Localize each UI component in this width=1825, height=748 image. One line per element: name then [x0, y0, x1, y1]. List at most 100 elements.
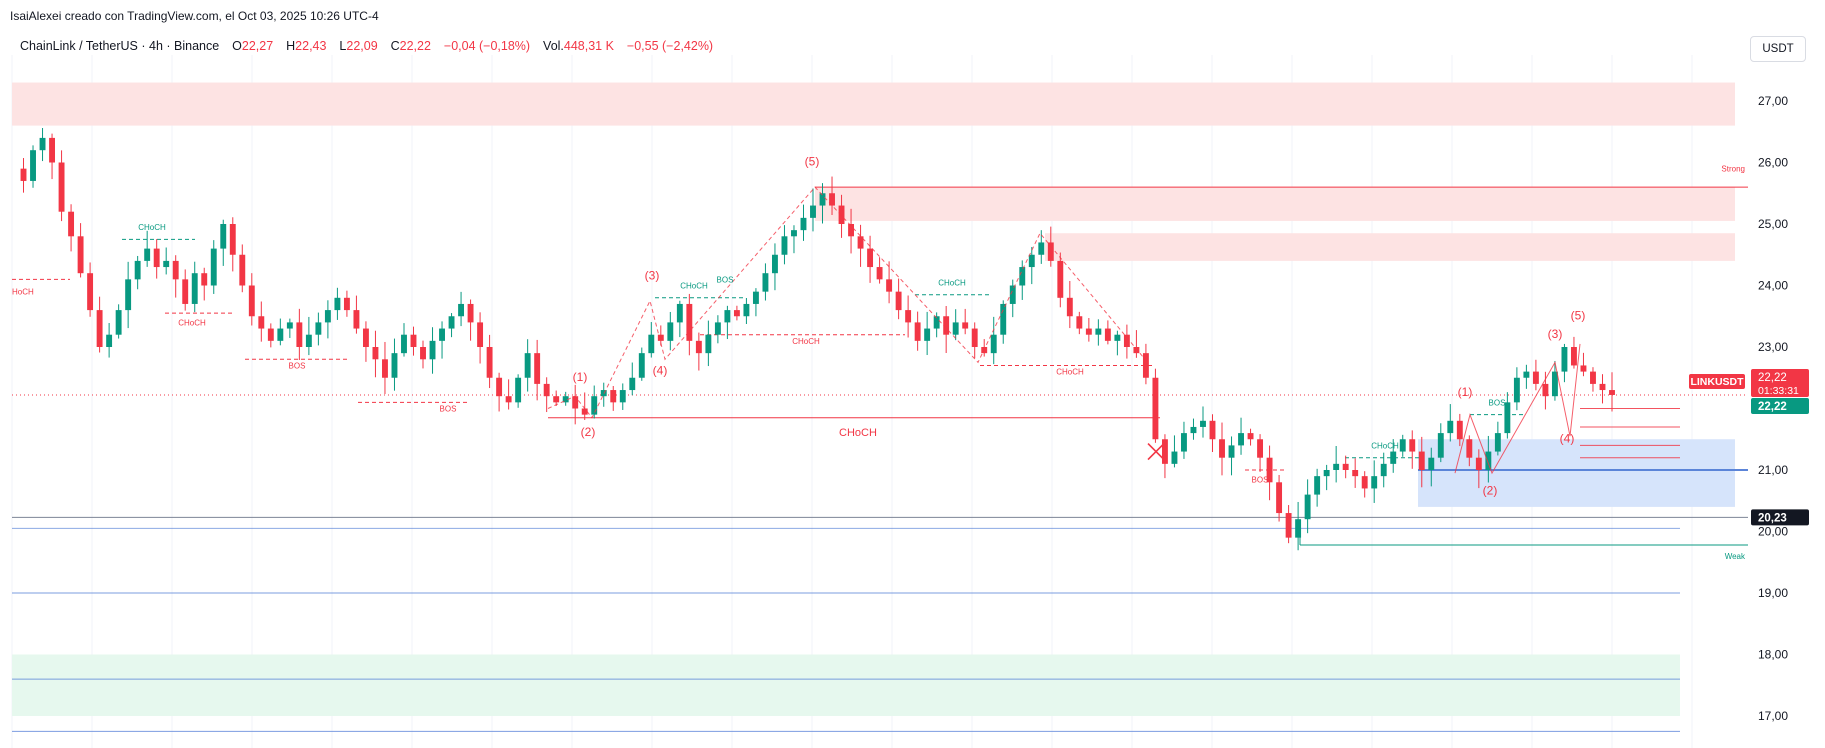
candle-body [676, 303, 683, 323]
candle-body [448, 316, 455, 329]
close-value: 22,22 [399, 39, 431, 53]
candle-body [201, 273, 208, 286]
candle-body [30, 150, 36, 181]
weak-label: Weak [1725, 552, 1746, 561]
candle-body [458, 303, 465, 317]
candle-body [1513, 377, 1520, 403]
candle-body [353, 310, 360, 329]
candle-body [96, 310, 103, 347]
candle-body [695, 340, 702, 354]
close-label: C [390, 39, 400, 53]
candle-body [1447, 420, 1454, 434]
annotations-layer: (1) (2) (3) (4) (5) (1) (2) (3) (4) (5) CHoCH CHoCH… [12, 155, 1746, 562]
candle-body [477, 322, 484, 347]
candle-body [781, 236, 788, 255]
low-label: L [339, 39, 347, 53]
structure-label: BOS [440, 405, 457, 414]
structure-label: CHoCH [938, 279, 966, 288]
structure-label: BOS [717, 275, 734, 284]
price-tick-label: 17,00 [1758, 709, 1788, 723]
candle-body [229, 224, 236, 255]
candle-body [87, 273, 94, 311]
wave-label: (3) [1548, 327, 1563, 341]
candle-body [629, 377, 636, 391]
vertical-grid [11, 55, 1693, 748]
candle-body [410, 334, 417, 347]
currency-button[interactable]: USDT [1750, 36, 1806, 62]
candle-body [258, 316, 265, 329]
candle-body [1238, 433, 1244, 446]
wave-label: (2) [581, 425, 596, 439]
candle-body [1361, 476, 1368, 489]
change-value: −0,04 (−0,18%) [443, 39, 531, 53]
candle-body [1142, 353, 1149, 378]
ohlc-legend: ChainLink / TetherUS · 4h · Binance O22,… [20, 39, 713, 53]
candle-body [1456, 420, 1463, 440]
symbol-description[interactable]: ChainLink / TetherUS · 4h · Binance [20, 39, 220, 53]
price-tick-label: 19,00 [1758, 586, 1788, 600]
candle-body [1523, 371, 1530, 378]
candle-body [581, 408, 588, 415]
candle-body [1123, 334, 1130, 347]
wave-label: (2) [1483, 484, 1498, 498]
candle-body [1085, 328, 1092, 335]
candle-body [362, 328, 369, 347]
symbol-badge-text: LINKUSDT [1690, 376, 1744, 388]
open-value: 22,27 [241, 39, 274, 53]
candle-body [714, 322, 721, 335]
candle-body [1532, 371, 1539, 384]
candle-body [153, 248, 160, 268]
candle-body [1580, 365, 1587, 372]
price-axis[interactable]: 27,0026,0025,0024,0023,0022,0021,0020,00… [1758, 94, 1788, 723]
candle-body [77, 236, 84, 274]
chart-credit: IsaiAlexei creado con TradingView.com, e… [10, 9, 379, 23]
candle-body [1590, 371, 1596, 384]
candle-body [1028, 254, 1035, 268]
candle-body [1066, 297, 1073, 317]
structure-label: BOS [1252, 475, 1269, 484]
candle-body [220, 224, 227, 249]
candle-body [800, 217, 807, 231]
candle-body [1551, 371, 1558, 397]
candle-body [971, 328, 978, 347]
ask-price-text: 22,22 [1758, 401, 1787, 413]
candle-body [58, 162, 65, 212]
countdown-text: 01:33:31 [1758, 385, 1799, 397]
candle-body [1009, 285, 1016, 304]
candle-body [1114, 334, 1121, 341]
candle-body [686, 303, 693, 341]
structure-label: CHoCH [178, 318, 206, 327]
strong-label: Strong [1721, 165, 1745, 174]
structure-label: CHoCH [680, 282, 708, 291]
ask-price-badge [1751, 397, 1809, 414]
candle-body [1171, 451, 1178, 464]
candle-body [810, 205, 816, 218]
wave-label: (4) [653, 364, 668, 378]
candle-body [886, 279, 893, 292]
candle-body [172, 260, 179, 280]
candle-body [838, 205, 845, 224]
candle-body [1542, 383, 1549, 397]
candle-body [791, 230, 797, 237]
candle-body [496, 377, 503, 397]
candle-body [743, 303, 750, 317]
candle-body [39, 137, 46, 151]
candle-body [1409, 439, 1416, 452]
last-price-badge [1751, 368, 1809, 397]
candle-body [1323, 470, 1330, 477]
candle-body [733, 310, 740, 317]
wave-path-left [547, 186, 1146, 419]
candle-body [1485, 451, 1492, 470]
candle-body [1095, 328, 1102, 335]
low-value: 22,09 [346, 39, 378, 53]
candle-body [1266, 457, 1273, 483]
wave-label: (3) [645, 268, 660, 282]
candle-body [1247, 433, 1254, 440]
candle-body [1276, 482, 1283, 514]
candle-body [191, 273, 198, 304]
candle-body [343, 297, 350, 311]
candle-body [1599, 383, 1606, 391]
price-tick-label: 20,00 [1758, 525, 1788, 539]
